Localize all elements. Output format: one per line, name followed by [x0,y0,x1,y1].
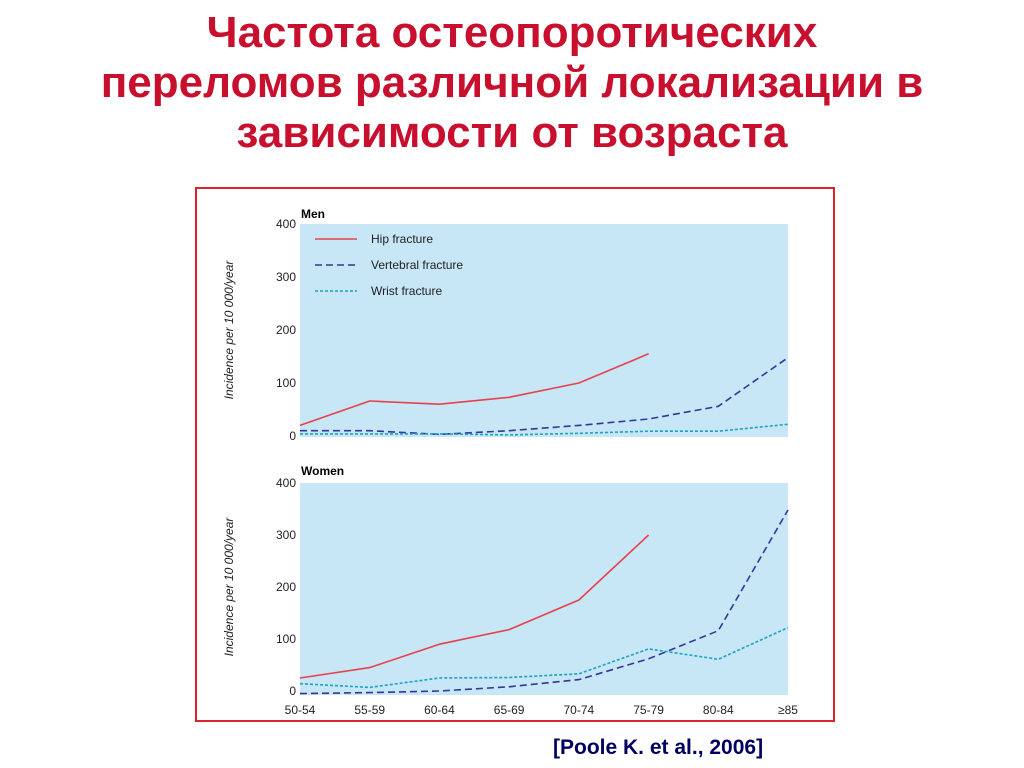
x-tick-label: 55-59 [354,703,385,717]
legend-label: Hip fracture [371,232,433,246]
men-series-vertebral-fracture [300,356,789,436]
women-panel-title: Women [301,464,344,478]
title-line-2: переломов различной локализации в [100,58,924,107]
men-panel-title: Men [301,207,325,221]
men-ytick-label: 200 [276,323,296,337]
women-ytick-label: 0 [289,684,296,698]
men-ytick-label: 300 [276,270,296,284]
women-series-hip-fracture [299,534,650,679]
men-series-hip-fracture [299,353,649,427]
citation: [Poole K. et al., 2006] [553,736,764,759]
women-plot-background [300,483,788,695]
x-tick-label: 75-79 [633,703,664,717]
x-tick-label: ≥85 [778,703,798,717]
x-tick-label: 70-74 [564,703,595,717]
x-tick-label: 60-64 [424,703,455,717]
men-plot-background [300,224,788,437]
legend-label: Wrist fracture [371,284,442,298]
men-ytick-label: 100 [276,376,296,390]
women-panel: Women 0 100 200 300 400 Incidence per 10 000/y… [222,464,798,717]
fracture-incidence-chart: Men 0 100 200 300 400 Incidence per 10 000/yea… [222,207,798,717]
women-series-vertebral-fracture [299,509,789,695]
women-ytick-label: 300 [276,528,296,542]
men-y-axis-label: Incidence per 10 000/year [222,260,236,400]
men-series-wrist-fracture [300,423,789,436]
women-ytick-label: 200 [276,580,296,594]
x-tick-label: 65-69 [494,703,525,717]
women-ytick-label: 400 [276,476,296,490]
slide-title: Частота остеопоротических переломов разл… [0,8,1024,158]
men-ytick-label: 0 [289,429,296,443]
x-tick-label: 50-54 [285,703,316,717]
men-ytick-label: 400 [276,217,296,231]
x-tick-label: 80-84 [703,703,734,717]
legend-label: Vertebral fracture [371,258,463,272]
women-y-axis-label: Incidence per 10 000/year [222,517,236,657]
women-ytick-label: 100 [276,632,296,646]
men-panel: Men 0 100 200 300 400 Incidence per 10 000/yea… [222,207,789,443]
legend: Hip fracture Vertebral fracture Wrist frac… [315,232,463,298]
women-series-wrist-fracture [299,626,789,689]
title-line-1: Частота остеопоротических [206,8,818,57]
title-line-3: зависимости от возраста [236,108,788,157]
